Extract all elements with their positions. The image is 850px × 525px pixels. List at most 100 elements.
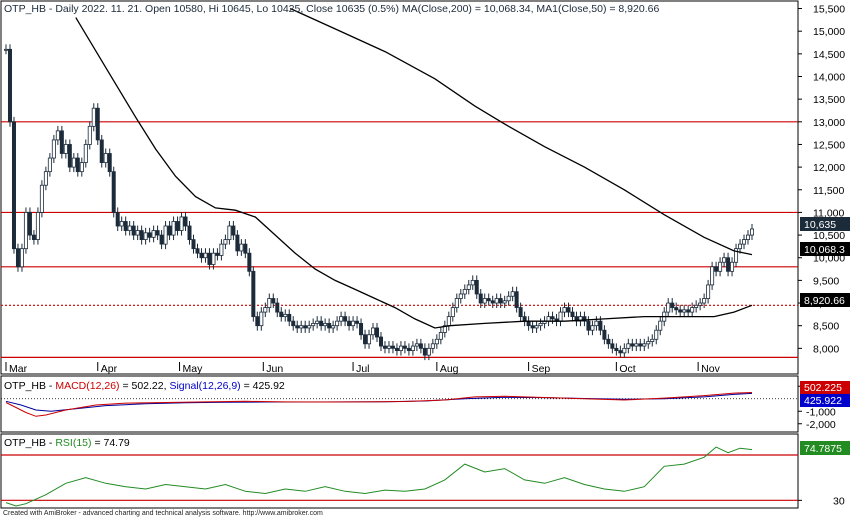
price-header: OTP_HB - Daily 2022. 11. 21. Open 10580,…	[4, 3, 659, 15]
candle-body	[518, 307, 523, 318]
price-y-tick-label: 11,500	[813, 185, 844, 197]
candle-body	[578, 316, 583, 322]
candle-body	[710, 266, 715, 286]
candle-body	[35, 212, 40, 241]
candle-body	[378, 336, 383, 347]
candle-body	[143, 232, 148, 241]
candle-body	[678, 309, 683, 313]
candle-body	[251, 270, 256, 318]
candle-body	[87, 125, 92, 145]
candle-body	[79, 162, 84, 173]
ma200-line	[75, 17, 753, 329]
candle-body	[4, 48, 9, 51]
candle-body	[299, 325, 304, 329]
price-y-tick-label: 14,000	[813, 71, 845, 83]
candle-body	[538, 323, 543, 327]
candle-body	[243, 243, 248, 254]
candle-body	[271, 298, 276, 304]
candle-body	[43, 171, 48, 186]
candle-body	[418, 343, 423, 349]
price-y-tick-label: 15,500	[813, 4, 845, 16]
candle-body	[215, 252, 220, 256]
candle-body	[183, 216, 188, 227]
price-y-tick-label: 9,500	[813, 275, 839, 287]
price-pane	[0, 0, 799, 375]
candle-body	[654, 329, 659, 340]
macd-y-tick-label: -2,000	[806, 419, 836, 431]
candle-body	[311, 323, 316, 327]
candle-body	[175, 221, 180, 231]
month-label: May	[183, 363, 204, 375]
rsi-header: OTP_HB - RSI(15) = 74.79	[4, 437, 130, 449]
candle-body	[406, 347, 411, 352]
month-label: Nov	[701, 363, 720, 375]
candle-body	[458, 293, 463, 299]
close-value-label: 10,635	[800, 217, 850, 231]
candle-body	[642, 343, 647, 347]
candle-body	[702, 298, 707, 304]
month-label: Jun	[266, 363, 283, 375]
signal-header-value: = 425.92	[241, 380, 285, 392]
candle-body	[726, 257, 731, 272]
candle-body	[99, 139, 104, 163]
price-y-tick-label: 11,000	[813, 207, 844, 219]
candle-body	[454, 298, 459, 308]
candle-body	[646, 341, 651, 345]
candle-body	[666, 302, 671, 313]
candle-body	[219, 243, 224, 256]
candle-body	[562, 307, 567, 313]
candle-body	[462, 289, 467, 295]
ma50-value-box	[800, 293, 850, 307]
candle-body	[247, 252, 252, 272]
month-label: Aug	[440, 363, 459, 375]
macd-header: OTP_HB - MACD(12,26) = 502.22, Signal(12…	[4, 380, 285, 392]
ma50-value-label: 8,920.66	[800, 293, 850, 307]
candle-body	[674, 307, 679, 311]
macd-value-text: 502.225	[804, 382, 842, 394]
candle-body	[550, 316, 555, 320]
signal-header-name: Signal(12,26,9)	[169, 380, 240, 392]
candle-body	[303, 325, 308, 329]
candle-body	[618, 350, 623, 354]
macd-layer	[1, 392, 798, 417]
price-y-tick-label: 15,000	[813, 26, 845, 38]
candle-body	[283, 313, 288, 318]
ma200-value-text: 10,068.3	[804, 244, 845, 256]
candle-body	[331, 325, 336, 329]
candle-body	[614, 347, 619, 352]
candle-body	[706, 284, 711, 299]
candle-body	[155, 230, 160, 236]
candle-body	[450, 307, 455, 318]
candle-body	[343, 316, 348, 322]
candle-body	[630, 343, 635, 347]
price-y-tick-label: 12,500	[813, 139, 845, 151]
candle-body	[167, 225, 172, 236]
candle-body	[147, 232, 152, 238]
candle-body	[267, 298, 272, 308]
candle-body	[127, 225, 132, 231]
candle-body	[223, 239, 228, 245]
candle-body	[494, 298, 499, 304]
candle-body	[474, 279, 479, 295]
candle-body	[422, 347, 427, 356]
candle-body	[235, 234, 240, 252]
candle-body	[510, 291, 515, 297]
signal-value-text: 425.922	[804, 395, 842, 407]
rsi-value-box	[800, 441, 850, 455]
candle-body	[734, 248, 739, 263]
month-label: Oct	[619, 363, 635, 375]
candle-body	[135, 230, 140, 236]
candle-body	[39, 184, 44, 213]
candle-body	[207, 252, 212, 265]
candle-body	[239, 243, 244, 252]
candle-body	[506, 295, 511, 302]
candle-body	[534, 325, 539, 329]
footer-credit: Created with AmiBroker - advanced charti…	[3, 510, 323, 517]
candle-body	[622, 347, 627, 354]
candle-body	[51, 139, 56, 159]
rsi-value-text: 74.7875	[804, 443, 842, 455]
candle-body	[319, 320, 324, 327]
price-layer	[1, 7, 798, 361]
candle-body	[410, 345, 415, 352]
candle-body	[606, 338, 611, 345]
